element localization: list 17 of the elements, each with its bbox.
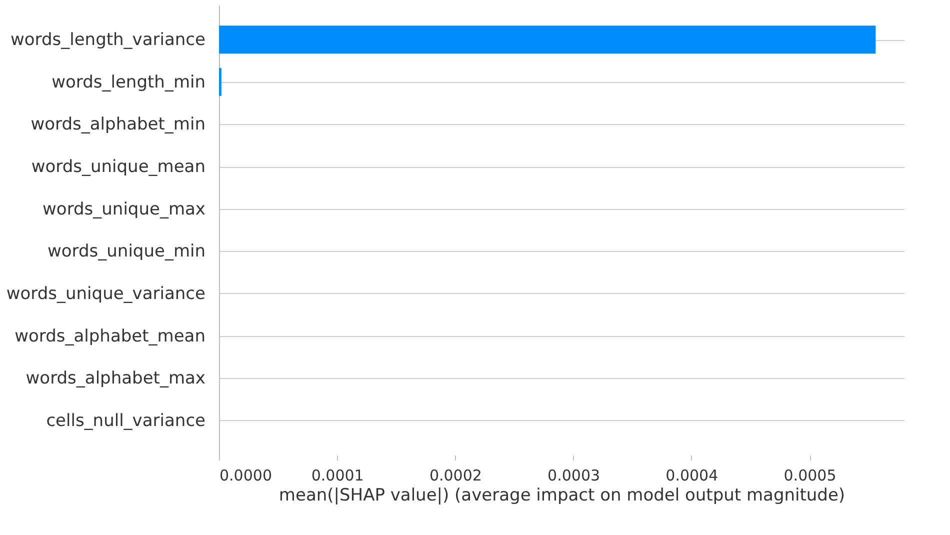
y-tick-label: words_length_variance (10, 30, 206, 50)
x-axis-title: mean(|SHAP value|) (average impact on model output magnitude) (278, 486, 846, 506)
y-tick-label: words_length_min (52, 72, 206, 92)
y-tick-label: words_unique_variance (6, 284, 206, 304)
x-tick-label: 0.0004 (666, 466, 718, 484)
x-tick-label: 0.0005 (784, 466, 836, 484)
x-tick-label: 0.0001 (311, 466, 364, 484)
y-tick-label: cells_null_variance (46, 410, 206, 431)
y-tick-label: words_unique_min (48, 242, 206, 262)
y-tick-label: words_unique_max (42, 199, 206, 220)
x-tick-label: 0.0000 (220, 466, 272, 484)
x-tick-label: 0.0003 (548, 466, 600, 484)
y-tick-label: words_alphabet_min (30, 114, 206, 135)
y-tick-label: words_unique_mean (31, 157, 206, 178)
x-tick-label: 0.0002 (429, 466, 482, 484)
y-tick-label: words_alphabet_mean (14, 326, 206, 346)
y-tick-label: words_alphabet_max (26, 368, 206, 389)
